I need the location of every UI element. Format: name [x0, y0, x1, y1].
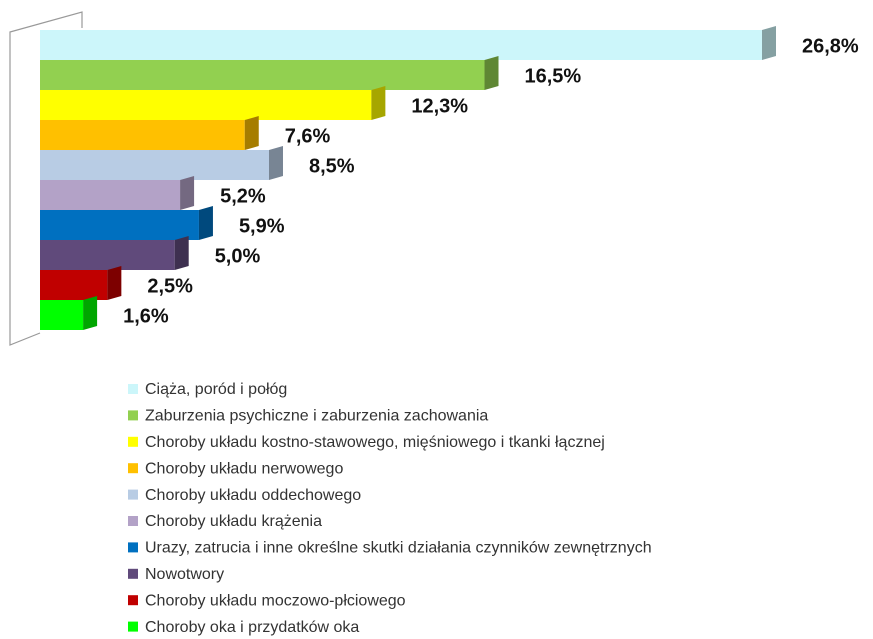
legend-swatch [128, 384, 138, 394]
value-label: 26,8% [802, 35, 859, 57]
value-label: 7,6% [285, 125, 331, 147]
bar [40, 300, 84, 330]
legend-label: Nowotwory [145, 566, 224, 583]
bar-side [198, 206, 213, 240]
bar-side [174, 236, 189, 270]
legend-label: Choroby układu oddechowego [145, 487, 361, 504]
bar-side [484, 56, 499, 90]
value-label: 1,6% [123, 305, 169, 327]
value-label: 16,5% [525, 65, 582, 87]
legend-label: Choroby układu moczowo-płciowego [145, 592, 406, 609]
legend-label: Choroby układu krążenia [145, 513, 322, 530]
legend-label: Choroby układu kostno-stawowego, mięśnio… [145, 434, 605, 451]
legend-swatch [128, 489, 138, 500]
bar [40, 240, 175, 270]
bar [40, 90, 372, 120]
legend-swatch [128, 621, 138, 632]
legend-swatch [128, 516, 138, 526]
bar-side [83, 296, 98, 330]
bar [40, 150, 269, 180]
legend-label: Ciąża, poród i połóg [145, 381, 287, 398]
bar [40, 180, 181, 210]
legend-swatch [128, 568, 138, 579]
bar-side [371, 86, 386, 120]
bar-side [180, 176, 195, 210]
legend-label: Zaburzenia psychiczne i zaburzenia zacho… [145, 408, 488, 425]
bar [40, 120, 245, 150]
bar [40, 30, 762, 60]
value-label: 5,9% [239, 215, 285, 237]
value-label: 5,2% [220, 185, 266, 207]
legend-swatch [128, 463, 138, 474]
value-label: 5,0% [215, 245, 261, 267]
bar [40, 210, 199, 240]
value-label: 2,5% [147, 275, 193, 297]
legend-swatch [128, 595, 138, 606]
bar-side [268, 146, 283, 180]
legend-label: Choroby układu nerwowego [145, 460, 343, 477]
back-wall [9, 11, 83, 346]
legend-label: Urazy, zatrucia i inne określne skutki d… [145, 540, 652, 557]
value-label: 12,3% [411, 95, 468, 117]
legend-swatch [128, 436, 138, 447]
bar-side [762, 26, 776, 60]
bar-side [107, 266, 122, 300]
chart-frame [9, 11, 83, 346]
bar [40, 60, 485, 90]
bar [40, 270, 108, 300]
legend-label: Choroby oka i przydatków oka [145, 619, 359, 636]
value-label: 8,5% [309, 155, 355, 177]
bar-side [244, 116, 259, 150]
legend-swatch [128, 410, 138, 421]
legend-swatch [128, 542, 138, 553]
